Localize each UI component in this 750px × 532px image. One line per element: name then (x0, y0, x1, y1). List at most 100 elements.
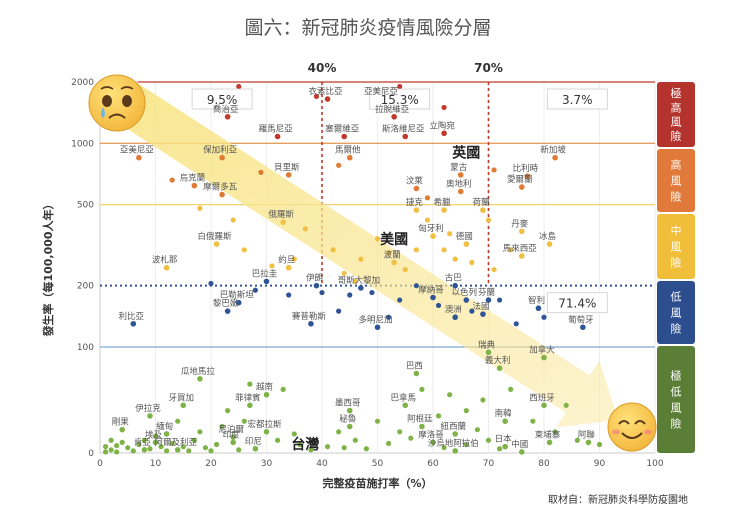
data-point (424, 217, 431, 223)
chart-title: 圖六：新冠肺炎疫情風險分層 (244, 17, 491, 39)
data-point (413, 207, 420, 213)
point-label: 義大利 (485, 355, 511, 366)
data-point (119, 439, 125, 445)
data-point (341, 445, 347, 451)
data-point (441, 104, 447, 111)
data-point (535, 305, 542, 312)
point-label: 哥斯大黎加 (338, 275, 381, 286)
data-point (208, 448, 214, 454)
data-point (252, 445, 259, 452)
data-point (125, 445, 131, 451)
point-label: 約旦 (278, 255, 295, 266)
data-point (596, 441, 603, 448)
risk-band-char: 風 (671, 241, 682, 254)
data-point (286, 292, 292, 298)
point-label: 宏都拉斯 (247, 419, 282, 430)
data-point (241, 247, 247, 253)
data-point (397, 83, 403, 90)
risk-band (657, 82, 695, 147)
point-label: 西班牙 (529, 392, 555, 403)
data-point (574, 437, 580, 443)
data-point (541, 354, 547, 361)
data-point (352, 278, 358, 284)
data-point (224, 308, 231, 314)
data-point (285, 172, 292, 178)
data-point (297, 441, 303, 448)
data-point (447, 392, 453, 398)
data-point (213, 441, 220, 448)
data-point (147, 413, 153, 419)
data-point (413, 247, 419, 253)
point-label: 黎巴嫩 (213, 298, 239, 309)
point-label: 阿聯 (578, 429, 596, 440)
data-point (313, 282, 320, 289)
data-point (191, 437, 197, 443)
point-label: 塞爾維亞 (325, 124, 360, 135)
data-point (319, 289, 325, 296)
point-label: 墨西哥 (335, 399, 361, 409)
data-point (541, 402, 547, 409)
data-point (508, 247, 514, 253)
data-point (197, 205, 203, 211)
x-tick-label: 50 (372, 459, 384, 469)
point-label: 衣索比亞 (309, 86, 344, 97)
data-point (419, 386, 425, 392)
data-point (408, 435, 414, 441)
data-point (225, 408, 231, 414)
point-label: 加拿大 (529, 345, 555, 356)
point-label: 保加利亞 (203, 145, 238, 156)
point-label: 巴拉圭 (252, 268, 278, 279)
data-point (119, 426, 125, 433)
risk-band-char: 高 (671, 100, 682, 114)
point-label: 羅馬尼亞 (259, 125, 294, 135)
data-point (469, 308, 475, 314)
data-point (441, 445, 447, 451)
risk-band (657, 346, 695, 453)
point-label: 巴西 (406, 362, 423, 372)
point-label: 澳洲 (445, 304, 462, 315)
risk-band (657, 149, 695, 212)
data-point (480, 311, 486, 317)
data-point (452, 256, 458, 262)
data-point (485, 297, 492, 303)
data-point (413, 283, 419, 289)
data-point (530, 418, 536, 424)
point-label: 肯亞 (134, 437, 152, 448)
data-point (469, 259, 475, 266)
percent-label: 3.7% (562, 93, 593, 107)
data-point (263, 391, 270, 398)
data-point (452, 448, 459, 454)
data-point (235, 299, 242, 306)
data-point (213, 241, 220, 247)
point-label: 紐西蘭 (440, 421, 466, 432)
data-point (230, 434, 236, 440)
data-point (441, 207, 447, 213)
data-point (158, 444, 164, 450)
data-point (280, 386, 286, 392)
y-tick-label: 1000 (71, 139, 94, 149)
point-label: 斯洛維尼亞 (382, 124, 425, 135)
x-tick-label: 10 (150, 459, 162, 469)
data-point (274, 133, 281, 140)
data-point (430, 439, 436, 446)
point-label: 巴拿馬 (390, 392, 416, 403)
data-point (197, 376, 203, 382)
data-point (524, 173, 531, 179)
happy-face-icon (607, 402, 657, 452)
risk-band-char: 低 (671, 386, 682, 399)
data-point (491, 266, 497, 273)
x-tick-label: 20 (205, 459, 217, 469)
data-point (114, 449, 120, 455)
data-point (435, 413, 442, 419)
data-point (108, 447, 114, 453)
data-point (452, 314, 459, 321)
data-point (202, 445, 209, 451)
data-point (413, 185, 420, 192)
data-point (491, 167, 497, 173)
happy-face-eye (618, 420, 630, 425)
point-label: 伊朗 (306, 273, 323, 284)
point-label: 汶萊 (406, 176, 424, 187)
point-label: 以色列 (452, 287, 478, 298)
